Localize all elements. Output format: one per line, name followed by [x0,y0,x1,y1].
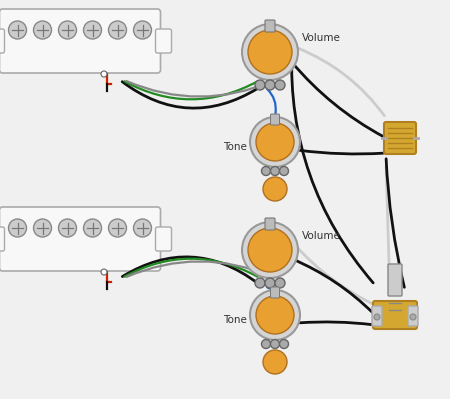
Circle shape [410,314,416,320]
FancyBboxPatch shape [372,306,382,326]
Circle shape [84,21,102,39]
Circle shape [279,166,288,176]
Circle shape [265,80,275,90]
Text: Volume: Volume [302,33,341,43]
Text: Volume: Volume [302,231,341,241]
Circle shape [374,314,380,320]
Circle shape [84,219,102,237]
Circle shape [261,340,270,348]
FancyBboxPatch shape [156,29,171,53]
Circle shape [9,21,27,39]
FancyBboxPatch shape [0,29,4,53]
Circle shape [134,219,152,237]
Circle shape [250,290,300,340]
Circle shape [275,278,285,288]
Circle shape [261,166,270,176]
Circle shape [9,219,27,237]
FancyBboxPatch shape [388,264,402,296]
Circle shape [270,340,279,348]
Circle shape [101,269,107,275]
FancyBboxPatch shape [270,287,279,298]
FancyBboxPatch shape [0,9,161,73]
Circle shape [101,71,107,77]
Circle shape [265,278,275,288]
Circle shape [263,177,287,201]
Circle shape [108,219,126,237]
Circle shape [275,80,285,90]
Circle shape [58,219,76,237]
Text: Tone: Tone [223,142,247,152]
Circle shape [242,24,298,80]
Circle shape [33,21,51,39]
Circle shape [134,21,152,39]
Circle shape [108,21,126,39]
Circle shape [250,117,300,167]
FancyBboxPatch shape [384,122,416,154]
Circle shape [242,222,298,278]
Circle shape [263,350,287,374]
FancyBboxPatch shape [265,218,275,230]
Circle shape [248,30,292,74]
Circle shape [256,296,294,334]
FancyBboxPatch shape [373,301,417,329]
FancyBboxPatch shape [270,114,279,125]
Circle shape [255,278,265,288]
Circle shape [279,340,288,348]
Circle shape [256,123,294,161]
FancyBboxPatch shape [0,227,4,251]
Circle shape [248,228,292,272]
Circle shape [33,219,51,237]
Text: Tone: Tone [223,315,247,325]
FancyBboxPatch shape [0,207,161,271]
FancyBboxPatch shape [408,306,418,326]
FancyBboxPatch shape [156,227,171,251]
Circle shape [58,21,76,39]
FancyBboxPatch shape [265,20,275,32]
Circle shape [270,166,279,176]
Circle shape [255,80,265,90]
